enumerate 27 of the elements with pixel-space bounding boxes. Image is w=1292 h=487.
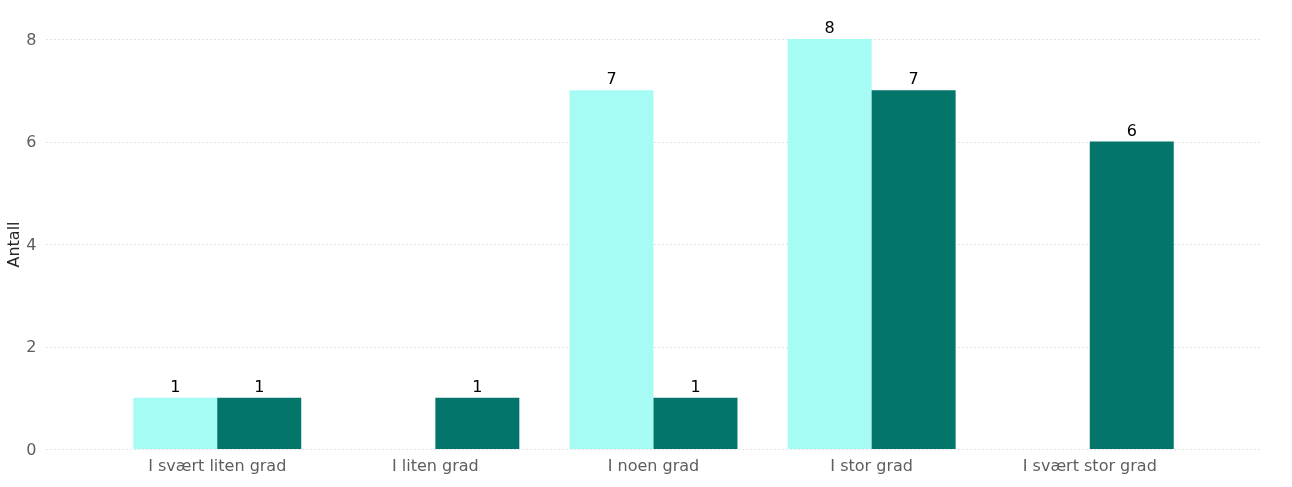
y-tick-label: 2 xyxy=(26,337,37,356)
bar xyxy=(1089,141,1174,449)
y-tick-label: 0 xyxy=(26,439,37,459)
data-label: 8 xyxy=(824,18,835,37)
x-tick-label: I noen grad xyxy=(607,455,700,475)
data-label: 1 xyxy=(254,376,265,396)
y-tick-label: 6 xyxy=(26,132,37,151)
bar xyxy=(217,397,302,449)
x-tick-label: I svært liten grad xyxy=(148,455,287,475)
bar xyxy=(435,397,520,449)
bar xyxy=(133,397,218,449)
bar xyxy=(569,90,654,449)
bar xyxy=(653,397,738,449)
y-tick-label: 8 xyxy=(26,29,37,49)
x-tick-label: I liten grad xyxy=(392,455,479,475)
bar xyxy=(787,39,872,449)
bar xyxy=(871,90,956,449)
x-tick-label: I stor grad xyxy=(830,455,913,475)
y-axis-title: Antall xyxy=(4,221,24,268)
data-label: 7 xyxy=(908,69,919,89)
data-label: 1 xyxy=(170,376,181,396)
data-label: 1 xyxy=(472,376,483,396)
data-label: 1 xyxy=(690,376,701,396)
data-label: 6 xyxy=(1126,120,1137,140)
y-tick-label: 4 xyxy=(26,234,37,254)
x-tick-label: I svært stor grad xyxy=(1022,455,1157,475)
data-label: 7 xyxy=(606,69,617,89)
